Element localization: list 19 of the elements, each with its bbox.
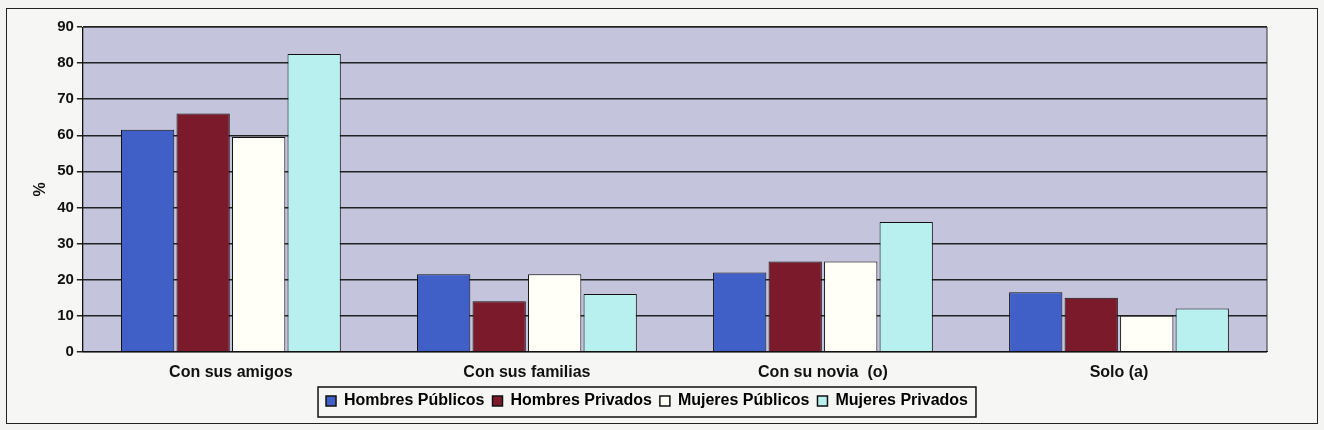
legend-label: Mujeres Privados xyxy=(835,391,969,409)
y-tick-label: 30 xyxy=(57,233,74,251)
y-tick-label: 90 xyxy=(57,17,74,35)
y-tick-label: 40 xyxy=(57,197,74,215)
x-tick-label: Con sus amigos xyxy=(169,362,293,380)
y-tick-label: 60 xyxy=(57,125,74,143)
y-axis-title: % xyxy=(31,182,49,197)
legend-label: Hombres Privados xyxy=(510,391,652,409)
y-tick-label: 10 xyxy=(57,305,74,323)
legend-label: Mujeres Públicos xyxy=(677,391,810,409)
y-tick-label: 70 xyxy=(57,89,74,107)
legend-label: Hombres Públicos xyxy=(344,391,485,409)
y-tick-label: 80 xyxy=(57,53,74,71)
y-tick-label: 0 xyxy=(65,341,74,359)
x-tick-label: Con su novia (o) xyxy=(758,362,888,380)
y-tick-label: 20 xyxy=(57,269,74,287)
x-tick-label: Solo (a) xyxy=(1089,362,1149,380)
x-tick-label: Con sus familias xyxy=(463,362,591,380)
y-tick-label: 50 xyxy=(57,161,74,179)
